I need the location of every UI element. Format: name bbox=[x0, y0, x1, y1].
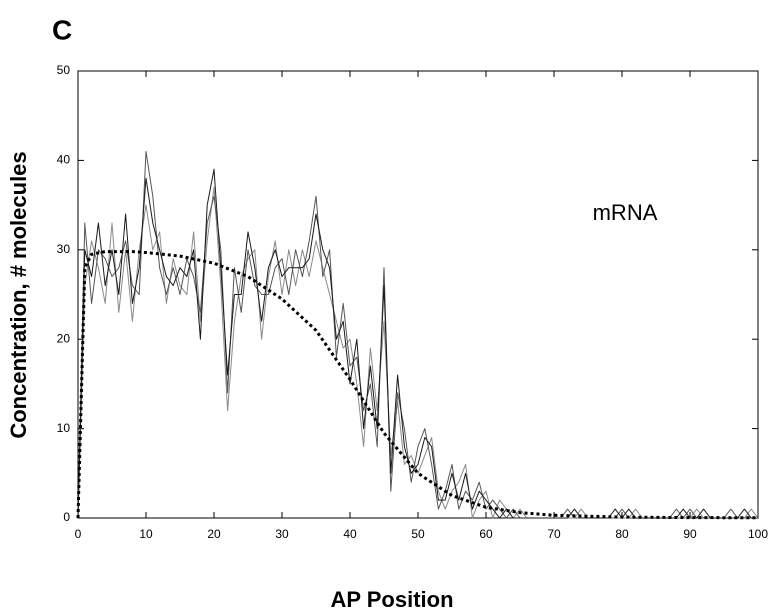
y-tick-label: 30 bbox=[57, 242, 71, 256]
fit-line bbox=[76, 250, 759, 520]
x-tick-label: 20 bbox=[207, 527, 221, 541]
y-tick-label: 50 bbox=[57, 63, 71, 77]
x-tick-label: 10 bbox=[139, 527, 153, 541]
x-tick-label: 50 bbox=[411, 527, 425, 541]
x-tick-label: 0 bbox=[75, 527, 82, 541]
y-tick-label: 40 bbox=[57, 153, 71, 167]
x-tick-label: 40 bbox=[343, 527, 357, 541]
y-axis-label: Concentration, # molecules bbox=[6, 151, 31, 438]
y-tick-label: 20 bbox=[57, 331, 71, 345]
x-axis-label: AP Position bbox=[330, 587, 453, 612]
y-tick-label: 10 bbox=[57, 421, 71, 435]
x-tick-label: 70 bbox=[547, 527, 561, 541]
series-line bbox=[77, 186, 759, 519]
x-tick-label: 60 bbox=[479, 527, 493, 541]
annotation: mRNA bbox=[593, 200, 658, 225]
x-tick-label: 80 bbox=[615, 527, 629, 541]
y-tick-label: 0 bbox=[63, 510, 70, 524]
x-tick-label: 30 bbox=[275, 527, 289, 541]
x-tick-label: 90 bbox=[683, 527, 697, 541]
panel-label: C bbox=[52, 14, 72, 45]
x-tick-label: 100 bbox=[748, 527, 768, 541]
